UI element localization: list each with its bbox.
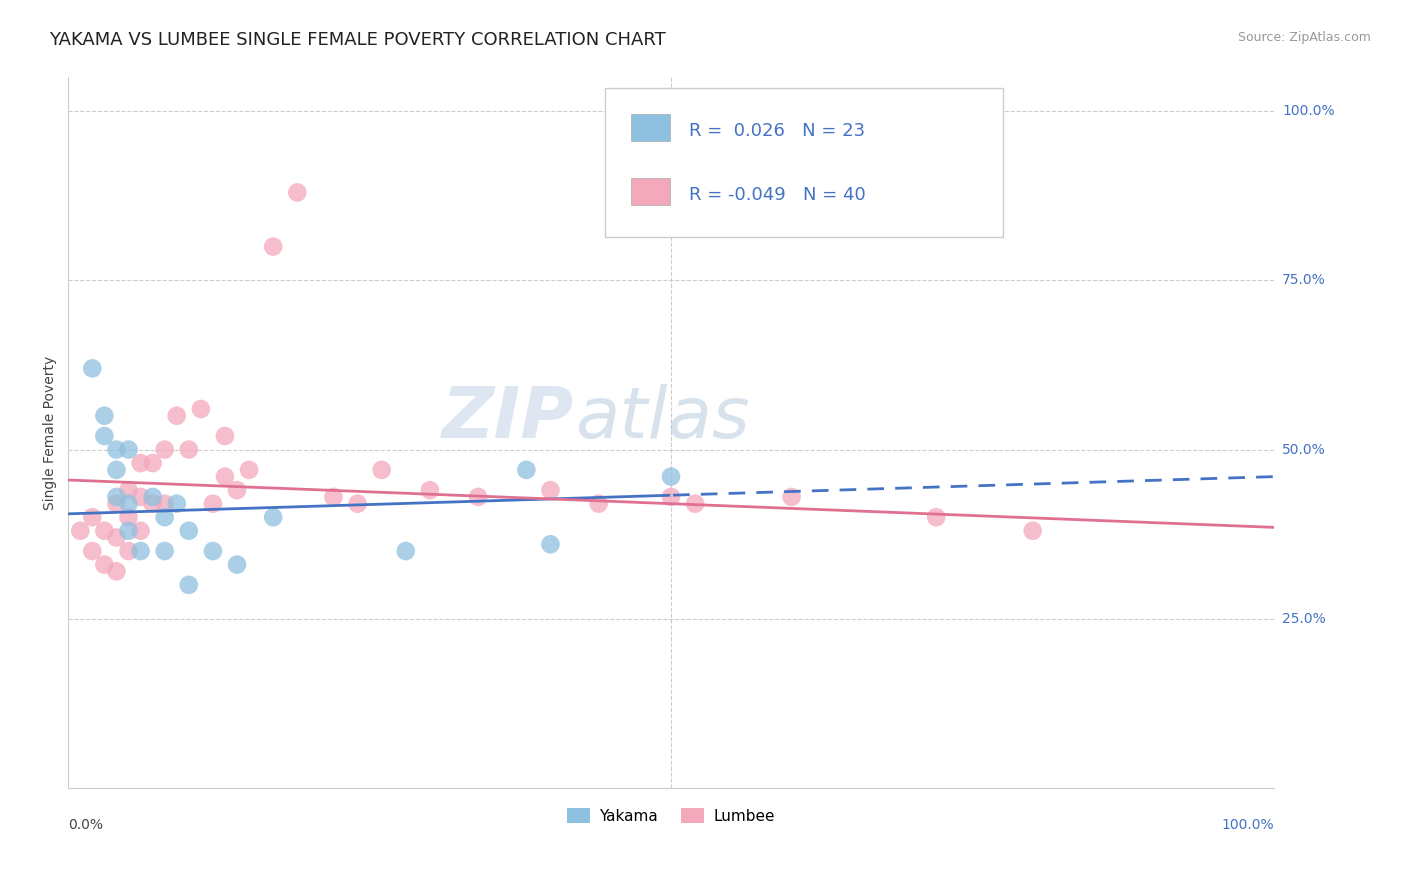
- Point: [105, 490, 128, 504]
- Text: 25.0%: 25.0%: [1282, 612, 1326, 625]
- Point: [395, 544, 418, 558]
- Point: [129, 544, 152, 558]
- Point: [659, 469, 682, 483]
- Text: R = -0.049   N = 40: R = -0.049 N = 40: [689, 186, 866, 203]
- Point: [129, 490, 152, 504]
- Point: [69, 524, 91, 538]
- Point: [82, 361, 104, 376]
- Point: [322, 490, 344, 504]
- Bar: [631, 178, 669, 205]
- Text: 100.0%: 100.0%: [1222, 818, 1274, 832]
- Point: [117, 497, 139, 511]
- Point: [1021, 524, 1043, 538]
- Point: [683, 497, 706, 511]
- Text: Source: ZipAtlas.com: Source: ZipAtlas.com: [1237, 31, 1371, 45]
- Y-axis label: Single Female Poverty: Single Female Poverty: [44, 356, 58, 509]
- Point: [226, 483, 249, 497]
- Text: 75.0%: 75.0%: [1282, 274, 1326, 287]
- Point: [201, 544, 224, 558]
- Point: [515, 463, 537, 477]
- Text: YAKAMA VS LUMBEE SINGLE FEMALE POVERTY CORRELATION CHART: YAKAMA VS LUMBEE SINGLE FEMALE POVERTY C…: [49, 31, 666, 49]
- Text: 0.0%: 0.0%: [69, 818, 103, 832]
- Point: [540, 483, 562, 497]
- Point: [214, 469, 236, 483]
- Point: [93, 409, 115, 423]
- Point: [214, 429, 236, 443]
- Text: 50.0%: 50.0%: [1282, 442, 1326, 457]
- Point: [177, 442, 200, 457]
- Text: ZIP: ZIP: [443, 384, 575, 453]
- Point: [153, 497, 176, 511]
- Point: [467, 490, 489, 504]
- Text: R =  0.026   N = 23: R = 0.026 N = 23: [689, 121, 865, 140]
- Point: [153, 442, 176, 457]
- Point: [117, 510, 139, 524]
- Point: [540, 537, 562, 551]
- Point: [105, 497, 128, 511]
- Point: [177, 578, 200, 592]
- Point: [142, 456, 165, 470]
- Point: [346, 497, 368, 511]
- Point: [166, 497, 188, 511]
- Point: [588, 497, 610, 511]
- Point: [93, 429, 115, 443]
- Point: [419, 483, 441, 497]
- Point: [925, 510, 948, 524]
- Point: [153, 510, 176, 524]
- Point: [82, 510, 104, 524]
- Point: [117, 483, 139, 497]
- Point: [153, 544, 176, 558]
- Point: [117, 524, 139, 538]
- Point: [201, 497, 224, 511]
- Point: [226, 558, 249, 572]
- Point: [262, 510, 284, 524]
- Point: [82, 544, 104, 558]
- Point: [370, 463, 392, 477]
- Point: [142, 497, 165, 511]
- Point: [105, 442, 128, 457]
- Point: [190, 401, 212, 416]
- Legend: Yakama, Lumbee: Yakama, Lumbee: [561, 802, 780, 830]
- Point: [105, 463, 128, 477]
- Bar: [631, 114, 669, 141]
- Point: [117, 544, 139, 558]
- Point: [285, 186, 308, 200]
- Point: [177, 524, 200, 538]
- Point: [93, 524, 115, 538]
- Point: [166, 409, 188, 423]
- Point: [129, 524, 152, 538]
- FancyBboxPatch shape: [605, 88, 1002, 237]
- Point: [105, 531, 128, 545]
- Point: [238, 463, 260, 477]
- Point: [105, 565, 128, 579]
- Point: [93, 558, 115, 572]
- Point: [117, 442, 139, 457]
- Point: [262, 239, 284, 253]
- Text: atlas: atlas: [575, 384, 749, 453]
- Point: [129, 456, 152, 470]
- Point: [780, 490, 803, 504]
- Point: [659, 490, 682, 504]
- Point: [142, 490, 165, 504]
- Text: 100.0%: 100.0%: [1282, 104, 1334, 119]
